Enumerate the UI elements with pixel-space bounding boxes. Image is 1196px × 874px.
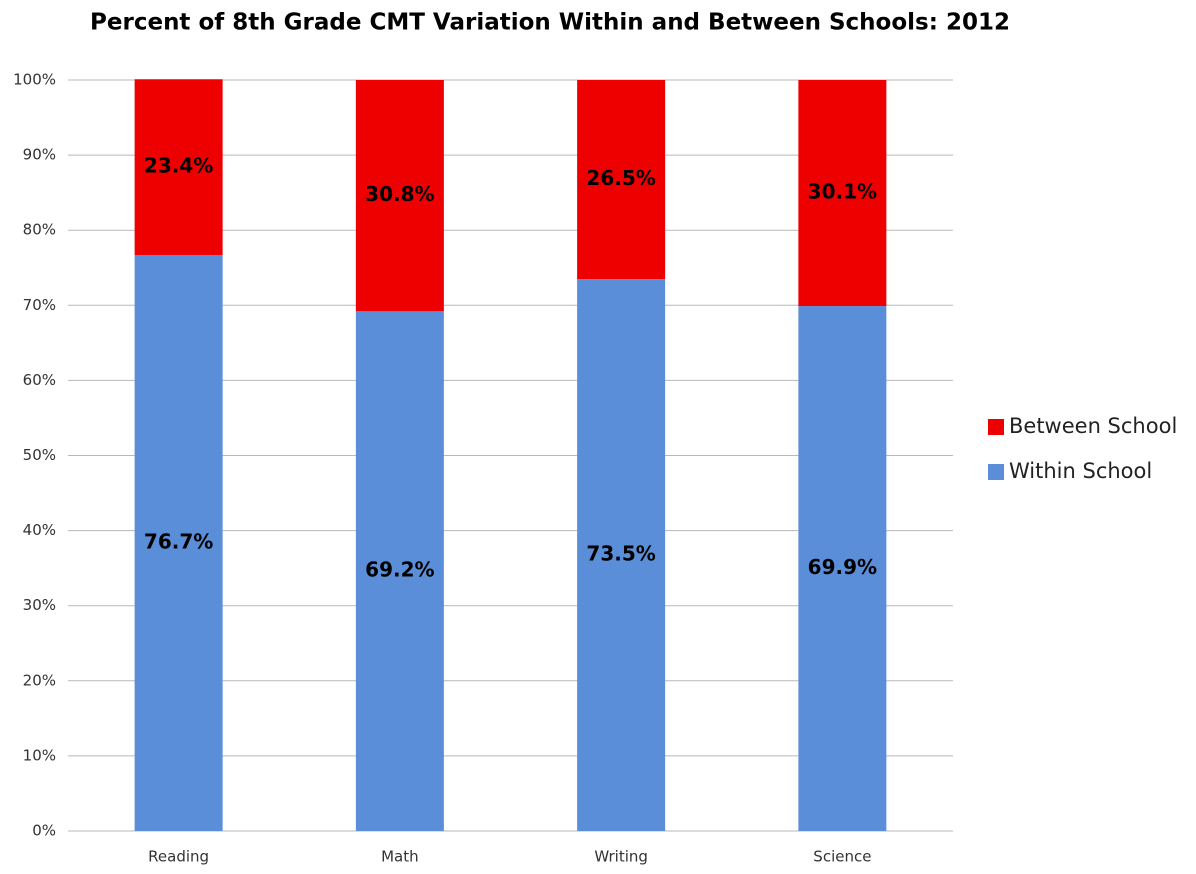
y-tick-label: 0%	[32, 822, 56, 840]
data-label: 30.1%	[808, 180, 877, 204]
x-tick-label: Math	[381, 848, 419, 866]
bar-segment	[798, 306, 887, 831]
y-tick-label: 80%	[23, 221, 56, 239]
x-tick-label: Science	[813, 848, 871, 866]
data-label: 30.8%	[365, 182, 434, 206]
data-label: 23.4%	[144, 154, 213, 178]
legend-label: Between School	[1009, 414, 1177, 438]
data-label: 26.5%	[586, 166, 655, 190]
bar-segment	[798, 80, 887, 307]
y-tick-label: 20%	[23, 671, 56, 689]
y-tick-label: 70%	[23, 296, 56, 314]
data-label: 73.5%	[586, 542, 655, 566]
bar-segment	[577, 80, 666, 280]
bar-segment	[577, 279, 666, 831]
x-tick-label: Writing	[594, 848, 648, 866]
legend-label: Within School	[1009, 459, 1152, 483]
y-tick-label: 60%	[23, 371, 56, 389]
data-label: 76.7%	[144, 529, 213, 553]
bar-segment	[355, 80, 444, 312]
y-tick-label: 30%	[23, 596, 56, 614]
chart-title: Percent of 8th Grade CMT Variation Withi…	[90, 10, 1010, 36]
y-tick-label: 40%	[23, 521, 56, 539]
legend-swatch	[988, 419, 1004, 435]
bar-segment	[355, 311, 444, 832]
y-tick-label: 50%	[23, 446, 56, 464]
bar-segment	[134, 254, 223, 831]
y-tick-label: 90%	[23, 146, 56, 164]
data-label: 69.9%	[808, 555, 877, 579]
bar-segment	[134, 79, 223, 255]
y-tick-label: 100%	[13, 71, 56, 89]
data-label: 69.2%	[365, 558, 434, 582]
y-tick-label: 10%	[23, 746, 56, 764]
x-tick-label: Reading	[148, 848, 209, 866]
legend-swatch	[988, 464, 1004, 480]
